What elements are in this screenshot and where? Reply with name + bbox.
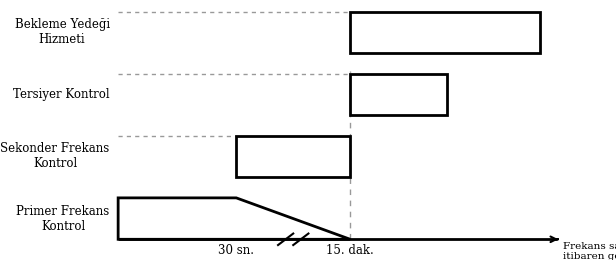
Bar: [350, 74, 447, 115]
Text: Bekleme Yedeği
Hizmeti: Bekleme Yedeği Hizmeti: [15, 18, 110, 46]
Text: 30 sn.: 30 sn.: [218, 244, 254, 257]
Text: Tersiyer Kontrol: Tersiyer Kontrol: [13, 88, 110, 101]
Bar: [237, 136, 350, 177]
Text: Sekonder Frekans
Kontrol: Sekonder Frekans Kontrol: [1, 142, 110, 171]
Bar: [350, 11, 540, 53]
Polygon shape: [118, 198, 350, 239]
Text: Frekans sapmasından
itibaren geçen zaman: Frekans sapmasından itibaren geçen zaman: [563, 242, 616, 260]
Text: Primer Frekans
Kontrol: Primer Frekans Kontrol: [17, 205, 110, 233]
Text: 15. dak.: 15. dak.: [326, 244, 374, 257]
